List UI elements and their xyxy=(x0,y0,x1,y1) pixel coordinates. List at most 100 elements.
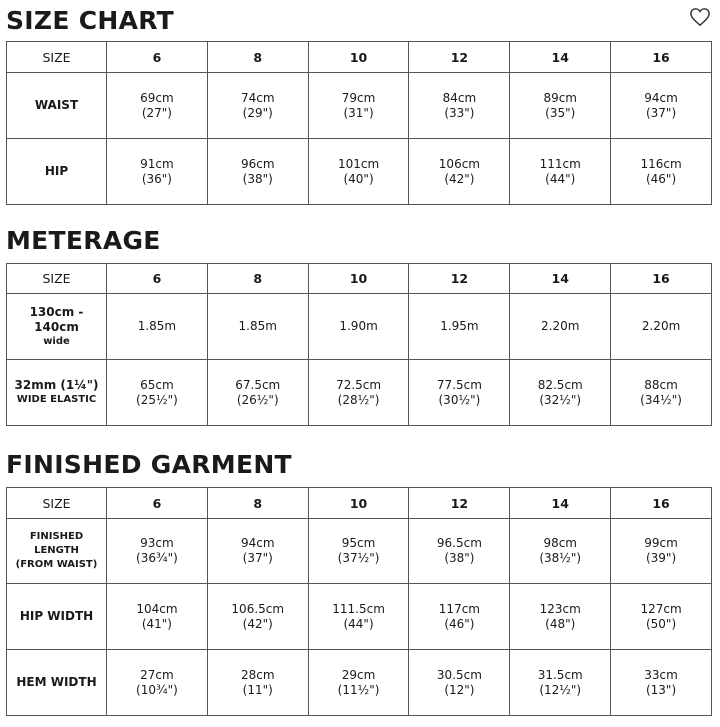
size-column-header: 12 xyxy=(408,263,511,294)
measurement-cell: 84cm (33") xyxy=(408,72,511,139)
measurement-cell: 28cm (11") xyxy=(206,649,309,716)
metric-value: 1.90m xyxy=(339,319,378,333)
metric-value: 72.5cm xyxy=(336,377,382,392)
row-label-line: WIDE ELASTIC xyxy=(16,394,97,405)
imperial-value: (31") xyxy=(343,105,374,120)
metric-value: 30.5cm xyxy=(436,667,482,682)
metric-value: 93cm xyxy=(140,536,174,550)
imperial-value: (41") xyxy=(141,616,172,631)
table-row: 130cm - 140cm wide 1.85m 1.85m 1.90m 1.95m 2.2… xyxy=(6,293,712,360)
row-label-line: wide xyxy=(43,335,70,347)
size-column-header: 6 xyxy=(106,263,208,294)
measurement-cell: 91cm (36") xyxy=(106,138,208,205)
measurement-cell: 1.85m xyxy=(106,293,208,360)
measurement-cell: 94cm (37") xyxy=(206,518,309,584)
metric-value: 106.5cm xyxy=(231,601,285,616)
size-chart-title: SIZE CHART xyxy=(6,6,175,35)
imperial-value: (12½") xyxy=(539,682,582,697)
metric-value: 65cm xyxy=(140,377,174,392)
metric-value: 91cm xyxy=(140,156,174,171)
row-label-line: FINISHED xyxy=(29,531,84,542)
imperial-value: (33") xyxy=(444,105,475,120)
imperial-value: (37") xyxy=(242,551,273,565)
imperial-value: (38") xyxy=(242,171,273,186)
imperial-value: (12") xyxy=(444,682,475,697)
size-column-header: 14 xyxy=(509,263,612,294)
metric-value: 89cm xyxy=(543,90,577,105)
measurement-cell: 104cm (41") xyxy=(106,583,208,650)
metric-value: 69cm xyxy=(140,90,174,105)
row-label: 32mm (1¼") WIDE ELASTIC xyxy=(6,359,107,426)
size-column-header: 16 xyxy=(610,487,712,519)
measurement-cell: 88cm (34½") xyxy=(610,359,712,426)
heart-outline-icon[interactable] xyxy=(689,7,711,27)
measurement-cell: 67.5cm (26½") xyxy=(206,359,309,426)
row-label: FINISHED LENGTH (FROM WAIST) xyxy=(6,518,107,584)
table-row: HEM WIDTH 27cm (10¾") 28cm (11") 29cm (11½") 30… xyxy=(6,649,712,716)
metric-value: 77.5cm xyxy=(436,377,482,392)
metric-value: 101cm xyxy=(337,156,380,171)
metric-value: 123cm xyxy=(539,601,581,616)
metric-value: 31.5cm xyxy=(537,667,583,682)
size-header: SIZE xyxy=(6,263,107,294)
measurement-cell: 82.5cm (32½") xyxy=(509,359,612,426)
size-column-header: 12 xyxy=(408,41,511,73)
metric-value: 117cm xyxy=(438,601,480,616)
row-label: HEM WIDTH xyxy=(6,649,107,716)
size-column-header: 16 xyxy=(610,41,712,73)
size-column-header: 8 xyxy=(206,41,309,73)
metric-value: 1.85m xyxy=(137,319,177,333)
finished-garment-table: SIZE 6 8 10 12 14 16 FINISHED LENGTH (FROM WAIST)… xyxy=(6,487,712,716)
imperial-value: (32½") xyxy=(539,392,582,407)
table-row: FINISHED LENGTH (FROM WAIST) 93cm (36¾") 94cm… xyxy=(6,518,712,584)
measurement-cell: 111.5cm (44") xyxy=(307,583,410,650)
imperial-value: (35") xyxy=(545,105,576,120)
measurement-cell: 33cm (13") xyxy=(610,649,712,716)
row-label: HIP xyxy=(6,138,107,205)
meterage-title: METERAGE xyxy=(6,226,161,255)
measurement-cell: 79cm (31") xyxy=(307,72,410,139)
imperial-value: (11½") xyxy=(337,682,380,697)
metric-value: 96.5cm xyxy=(436,536,482,550)
measurement-cell: 2.20m xyxy=(509,293,612,360)
measurement-cell: 95cm (37½") xyxy=(307,518,410,584)
row-label-line: HIP WIDTH xyxy=(19,609,94,623)
metric-value: 27cm xyxy=(140,667,174,682)
size-column-header: 10 xyxy=(307,41,410,73)
size-header: SIZE xyxy=(6,487,107,519)
table-row: HIP 91cm (36") 96cm (38") 101cm (40") 106cm (42"… xyxy=(6,138,712,205)
metric-value: 74cm xyxy=(240,90,275,105)
metric-value: 98cm xyxy=(543,536,577,550)
measurement-cell: 123cm (48") xyxy=(509,583,612,650)
header-row: SIZE 6 8 10 12 14 16 xyxy=(6,41,712,73)
metric-value: 94cm xyxy=(644,90,678,105)
imperial-value: (25½") xyxy=(136,392,178,407)
size-column-header: 10 xyxy=(307,263,410,294)
row-label-line: HEM WIDTH xyxy=(16,675,97,689)
measurement-cell: 65cm (25½") xyxy=(106,359,208,426)
imperial-value: (40") xyxy=(343,171,374,186)
metric-value: 104cm xyxy=(136,601,178,616)
imperial-value: (29") xyxy=(242,105,273,120)
measurement-cell: 2.20m xyxy=(610,293,712,360)
imperial-value: (42") xyxy=(242,616,273,631)
measurement-cell: 72.5cm (28½") xyxy=(307,359,410,426)
measurement-cell: 98cm (38½") xyxy=(509,518,612,584)
imperial-value: (50") xyxy=(645,616,677,631)
metric-value: 1.95m xyxy=(440,319,479,333)
measurement-cell: 93cm (36¾") xyxy=(106,518,208,584)
imperial-value: (34½") xyxy=(640,392,682,407)
measurement-cell: 96.5cm (38") xyxy=(408,518,511,584)
table-row: WAIST 69cm (27") 74cm (29") 79cm (31") 84cm (33"… xyxy=(6,72,712,139)
imperial-value: (46") xyxy=(645,171,677,186)
measurement-cell: 74cm (29") xyxy=(206,72,309,139)
row-label-line: WAIST xyxy=(34,98,79,112)
metric-value: 28cm xyxy=(240,667,275,682)
imperial-value: (36¾") xyxy=(136,551,178,565)
metric-value: 29cm xyxy=(341,667,376,682)
metric-value: 111cm xyxy=(539,156,581,171)
imperial-value: (37") xyxy=(645,105,677,120)
measurement-cell: 106.5cm (42") xyxy=(206,583,309,650)
row-label-line: 130cm - 140cm xyxy=(29,304,84,334)
metric-value: 2.20m xyxy=(641,319,681,333)
